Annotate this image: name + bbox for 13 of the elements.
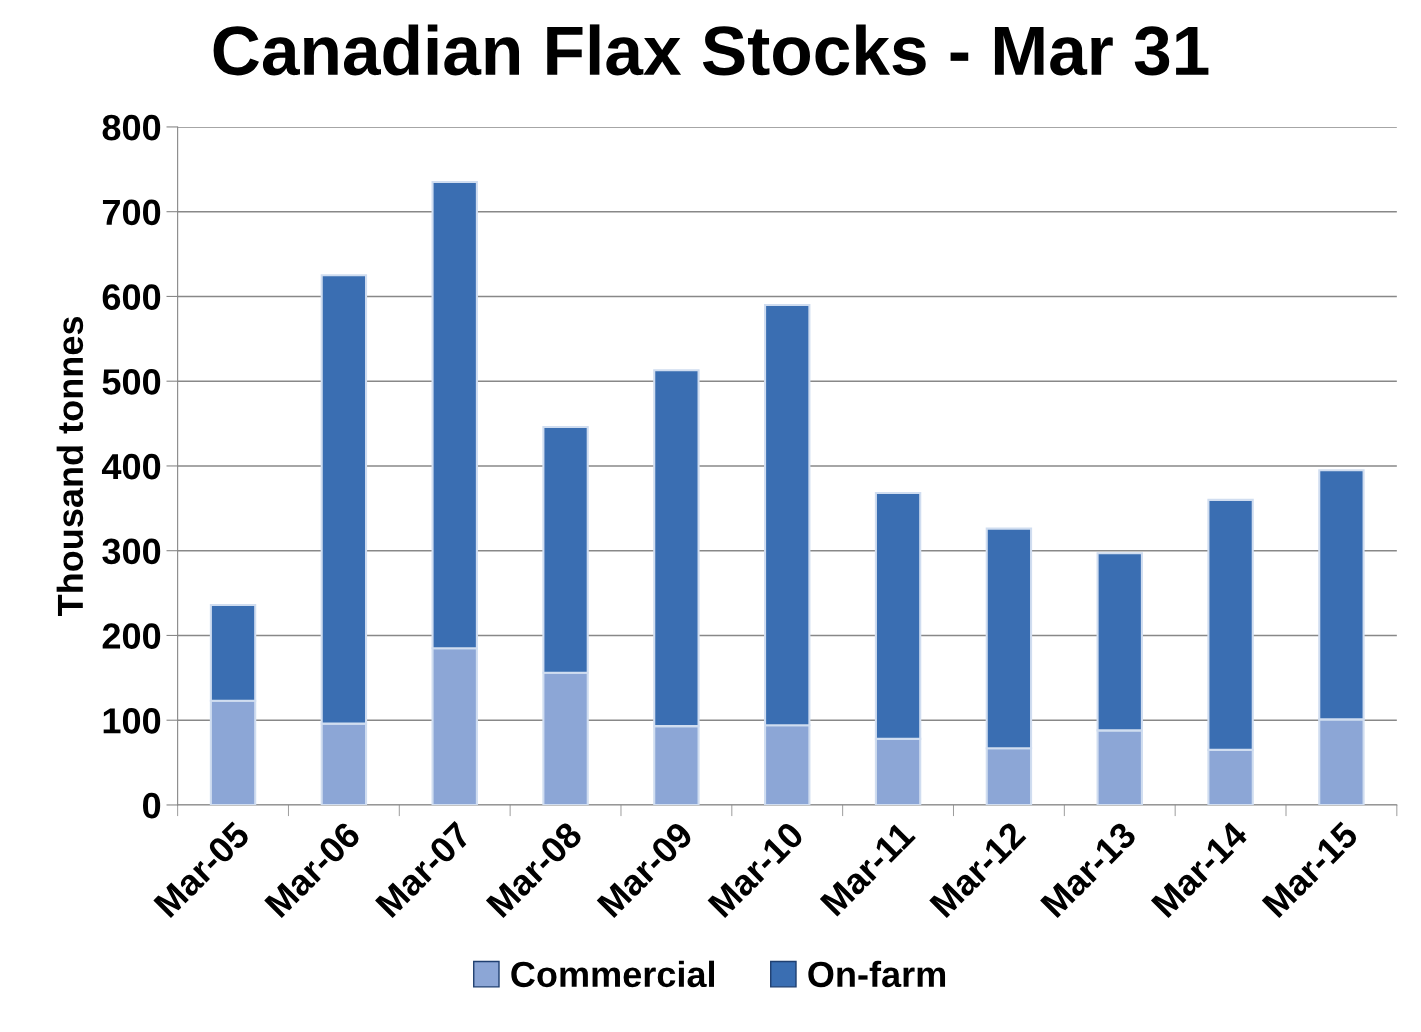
y-tick-label: 0 — [143, 792, 161, 819]
chart-title: Canadian Flax Stocks - Mar 31 — [213, 24, 1209, 76]
y-tick-label: 500 — [102, 369, 161, 395]
y-tick-label: 400 — [101, 453, 161, 480]
legend-label: Commercial — [511, 960, 714, 988]
y-tick-label: 200 — [102, 623, 161, 649]
y-tick-label: 300 — [102, 538, 161, 565]
y-axis-title: Thousand tonnes — [56, 316, 84, 616]
legend-label: On-farm — [808, 960, 946, 988]
y-tick-label: 600 — [102, 284, 161, 310]
y-tick-label: 700 — [102, 199, 161, 226]
y-tick-label: 100 — [103, 708, 161, 734]
y-tick-label: 800 — [102, 114, 161, 141]
